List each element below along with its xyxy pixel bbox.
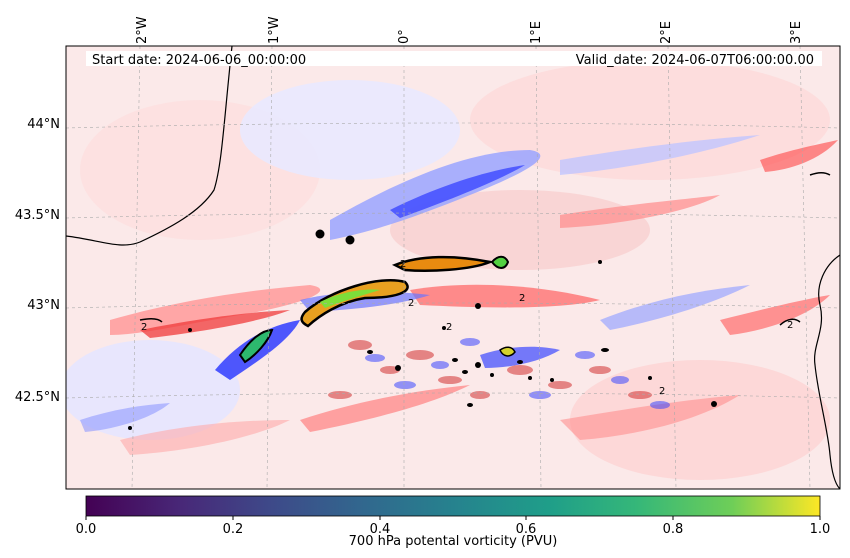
lat-labels: 44°N 43.5°N 43°N 42.5°N	[15, 117, 60, 405]
pv-negative-band	[560, 135, 760, 175]
pv-patch	[240, 80, 460, 180]
city-marker	[345, 235, 355, 245]
contour-label: 2	[408, 298, 414, 309]
lon-label: 0°	[397, 29, 412, 44]
contour-label: 2	[519, 293, 525, 304]
pv-contour-core	[490, 255, 510, 269]
map-panel: 2 2 2 2 2 2 2	[65, 45, 841, 490]
pv-patch	[570, 360, 830, 480]
pv-speckles	[365, 338, 670, 409]
pv-positive-band	[410, 284, 600, 308]
start-date: Start date: 2024-06-06_00:00:00	[92, 53, 306, 68]
lon-label: 2°W	[135, 16, 150, 44]
colorbar-tick-labels: 0.0 0.2 0.4 0.6 0.8 1.0	[76, 522, 831, 537]
colorbar-tick-label: 0.0	[76, 522, 97, 537]
contour-label: 2	[446, 322, 452, 333]
lon-label: 1°W	[267, 16, 282, 44]
pv-positive-band	[720, 295, 830, 335]
lat-label: 43.5°N	[15, 208, 60, 223]
lat-label: 42.5°N	[15, 390, 60, 405]
pv-contour-core	[300, 279, 409, 328]
colorbar-tick-label: 0.8	[663, 522, 684, 537]
lon-label: 1°E	[529, 21, 544, 44]
pv-negative-band	[600, 285, 750, 330]
pv-contour-line	[809, 172, 831, 176]
colorbar: 0.0 0.2 0.4 0.6 0.8 1.0 700 hPa potental…	[76, 495, 831, 549]
colorbar-tick-label: 0.2	[223, 522, 244, 537]
pv-contour-core	[499, 346, 516, 357]
pv-positive-band	[560, 195, 720, 228]
pv-positive-band	[300, 385, 470, 432]
colorbar-tick-label: 1.0	[810, 522, 831, 537]
colorbar-gradient	[85, 495, 821, 517]
pv-positive-band	[120, 420, 290, 455]
pv-positive-band	[140, 310, 290, 338]
contour-label: 2	[787, 320, 793, 331]
pv-negative-band	[80, 403, 170, 432]
pv-contour-core	[320, 289, 380, 308]
coastline	[66, 46, 233, 246]
contour-label: 2	[659, 386, 665, 397]
valid-date: Valid_date: 2024-06-07T06:00:00.00	[576, 53, 814, 68]
contour-label: 2	[400, 259, 406, 270]
colorbar-title: 700 hPa potental vorticity (PVU)	[349, 534, 558, 549]
pv-positive-band	[110, 285, 321, 335]
pv-negative-band	[480, 346, 560, 368]
pv-contour-core	[238, 328, 274, 364]
pv-patch	[390, 190, 650, 270]
graticule	[66, 46, 840, 489]
lon-labels: 2°W 1°W 0° 1°E 2°E 3°E	[135, 16, 804, 44]
lat-label: 44°N	[27, 117, 60, 132]
pv-positive-band	[560, 395, 740, 440]
pv-field: 2 2 2 2 2 2 2	[66, 46, 840, 489]
lat-label: 43°N	[27, 298, 60, 313]
header-band	[86, 51, 822, 66]
pv-contour-blobs	[128, 260, 717, 430]
pv-positive-band	[760, 140, 838, 172]
pv-patch	[470, 60, 830, 180]
pv-contour-line	[779, 318, 801, 326]
pv-contour-core	[391, 255, 495, 272]
coastline	[813, 254, 840, 489]
lon-label: 3°E	[789, 21, 804, 44]
pv-negative-band	[390, 165, 525, 218]
map-frame	[65, 45, 841, 490]
colorbar-tick-label: 0.6	[516, 522, 537, 537]
lon-label: 2°E	[659, 21, 674, 44]
pv-contour-line	[139, 317, 163, 323]
colorbar-ticks	[85, 516, 821, 520]
city-marker	[315, 229, 325, 239]
contour-label: 2	[141, 322, 147, 333]
colorbar-tick-label: 0.4	[370, 522, 391, 537]
